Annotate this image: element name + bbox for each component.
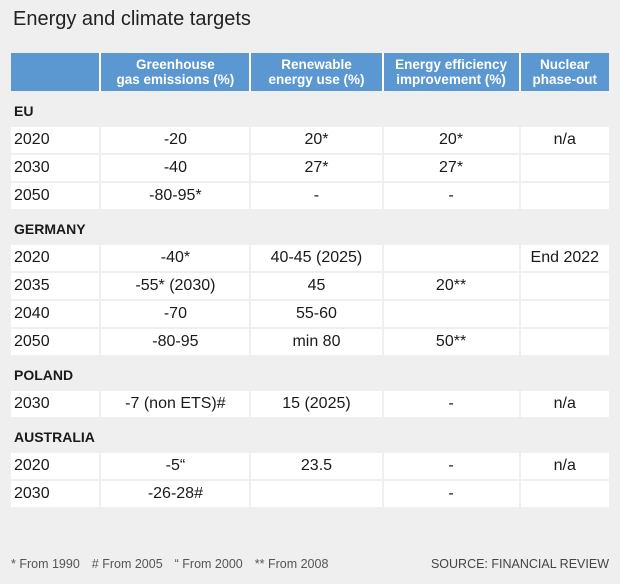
section-header: AUSTRALIA [11,417,609,451]
section-header: GERMANY [11,209,609,243]
footnote: # From 2005 [91,557,163,571]
value-cell: -70 [101,301,250,327]
column-header: Greenhouse gas emissions (%) [99,53,249,91]
column-header [11,53,99,91]
year-cell: 2030 [11,155,100,181]
value-cell: n/a [520,391,609,417]
year-cell: 2020 [11,453,100,479]
value-cell: - [383,183,519,209]
value-cell [520,183,609,209]
value-cell: -40 [101,155,250,181]
value-cell: 23.5 [251,453,382,479]
column-header: Nuclear phase-out [518,53,609,91]
value-cell: -80-95 [101,329,250,355]
value-cell: -80-95* [101,183,250,209]
value-cell [251,481,382,507]
value-cell: - [383,391,519,417]
year-cell: 2020 [11,127,100,153]
table-body: EU 2020 -20 20* 20* n/a 2030 -40 27* 27* 2050 -80-9… [11,91,609,507]
column-header: Energy efficiency improvement (%) [381,53,519,91]
value-cell: -40* [101,245,250,271]
value-cell: -20 [101,127,250,153]
table-row: 2040 -70 55-60 [11,301,609,327]
value-cell: 20* [251,127,382,153]
value-cell: 15 (2025) [251,391,382,417]
value-cell: 27* [383,155,519,181]
column-header-line: Energy efficiency [395,57,507,72]
footnote: ** From 2008 [254,557,329,571]
value-cell: n/a [520,127,609,153]
year-cell: 2030 [11,391,100,417]
footnote: “ From 2000 [174,557,243,571]
table-row: 2030 -7 (non ETS)# 15 (2025) - n/a [11,391,609,417]
value-cell: 45 [251,273,382,299]
year-cell: 2050 [11,329,100,355]
table-header: Greenhouse gas emissions (%) Renewable ener… [11,53,609,91]
value-cell: - [383,481,519,507]
table-row: 2050 -80-95 min 80 50** [11,329,609,355]
column-header-line: energy use (%) [268,72,365,87]
value-cell: min 80 [251,329,382,355]
table-row: 2020 -20 20* 20* n/a [11,127,609,153]
value-cell: End 2022 [520,245,609,271]
table-row: 2035 -55* (2030) 45 20** [11,273,609,299]
section-label: AUSTRALIA [14,429,95,445]
chart-title: Energy and climate targets [13,8,251,30]
table-row: 2030 -40 27* 27* [11,155,609,181]
value-cell: -7 (non ETS)# [101,391,250,417]
footnote: * From 1990 [11,557,80,571]
section-header: EU [11,91,609,125]
value-cell: 50** [383,329,519,355]
column-header-line: improvement (%) [396,72,506,87]
year-cell: 2040 [11,301,100,327]
value-cell: 20** [383,273,519,299]
value-cell: 40-45 (2025) [251,245,382,271]
value-cell: -5“ [101,453,250,479]
year-cell: 2020 [11,245,100,271]
value-cell: -26-28# [101,481,250,507]
section-label: POLAND [14,367,74,383]
column-header-line: Renewable [281,57,352,72]
footnotes: * From 1990 # From 2005 “ From 2000 ** From… [11,557,609,571]
source-label: SOURCE: FINANCIAL REVIEW [430,557,609,571]
value-cell: n/a [520,453,609,479]
table-row: 2020 -5“ 23.5- n/a [11,453,609,479]
section-label: GERMANY [14,221,86,237]
value-cell: - [383,453,519,479]
table-row: 2050 -80-95* - - [11,183,609,209]
column-header: Renewable energy use (%) [249,53,381,91]
year-cell: 2035 [11,273,100,299]
value-cell [520,273,609,299]
column-header-line: Greenhouse [136,57,215,72]
value-cell [520,329,609,355]
column-header-line: phase-out [532,72,598,87]
value-cell [520,481,609,507]
section-header: POLAND [11,355,609,389]
footer: * From 1990 # From 2005 “ From 2000 ** From… [11,557,609,571]
value-cell [383,301,519,327]
value-cell [383,245,519,271]
table-row: 2020 -40* 40-45 (2025) End 2022 [11,245,609,271]
year-cell: 2050 [11,183,100,209]
value-cell: 55-60 [251,301,382,327]
table-row: 2030 -26-28# - [11,481,609,507]
column-header-line: gas emissions (%) [116,72,235,87]
value-cell: 27* [251,155,382,181]
year-cell: 2030 [11,481,100,507]
targets-table: Greenhouse gas emissions (%) Renewable ener… [11,53,609,507]
value-cell [520,155,609,181]
value-cell: 20* [383,127,519,153]
value-cell: - [251,183,382,209]
value-cell [520,301,609,327]
section-label: EU [14,103,34,119]
value-cell: -55* (2030) [101,273,250,299]
column-header-line: Nuclear [540,57,590,72]
